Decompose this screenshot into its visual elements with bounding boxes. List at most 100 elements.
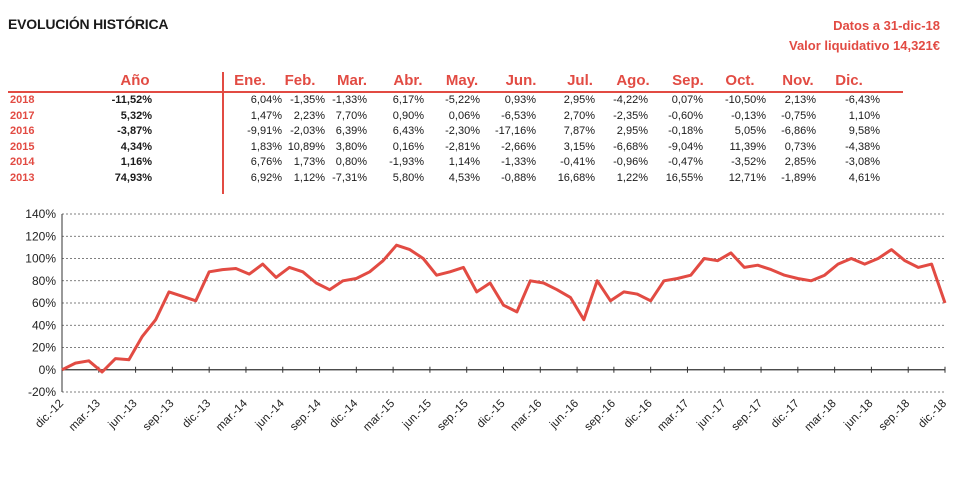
col-header: Sep. — [672, 72, 704, 89]
monthly-return: -4,38% — [845, 140, 880, 153]
monthly-return: 1,14% — [448, 156, 480, 168]
row-year: 2014 — [10, 156, 35, 168]
x-tick-label: mar.-17 — [656, 398, 692, 434]
monthly-return: 1,12% — [293, 171, 325, 184]
monthly-return: 6,04% — [250, 94, 282, 106]
x-tick-label: mar.-15 — [361, 398, 397, 434]
monthly-return: -0,47% — [668, 156, 703, 168]
monthly-return: 1,73% — [293, 156, 325, 168]
monthly-return: -10,50% — [725, 94, 766, 106]
monthly-return: 3,15% — [563, 140, 595, 153]
monthly-return: -1,33% — [501, 156, 536, 168]
table-row: 2014 1,16% 6,76% 1,73% 0,80% -1,93% 1,14% -1,33… — [8, 155, 903, 171]
row-year: 2013 — [10, 171, 35, 184]
monthly-return: -5,22% — [445, 94, 480, 106]
monthly-return: 2,13% — [784, 94, 816, 106]
monthly-return: 1,47% — [250, 109, 282, 122]
monthly-return: -2,35% — [613, 109, 648, 122]
x-tick-label: dic.-12 — [33, 398, 66, 431]
annual-return: -3,87% — [117, 125, 152, 137]
x-tick-label: dic.-18 — [916, 398, 949, 431]
monthly-return: -0,88% — [501, 171, 536, 184]
monthly-return: -3,52% — [731, 156, 766, 168]
table-row: 2017 5,32% 1,47% 2,23% 7,70% 0,90% 0,06% -6,53%… — [8, 109, 903, 125]
annual-return: 74,93% — [114, 171, 152, 184]
monthly-return: -9,91% — [247, 125, 282, 137]
monthly-return: -6,53% — [501, 109, 536, 122]
monthly-return: 6,92% — [250, 171, 282, 184]
series-line — [61, 243, 947, 374]
monthly-return: -2,66% — [501, 140, 536, 153]
page-title: EVOLUCIÓN HISTÓRICA — [8, 16, 169, 32]
monthly-return: 4,53% — [448, 171, 480, 184]
monthly-return: -1,89% — [781, 171, 816, 184]
y-tick-label: -20% — [28, 385, 56, 399]
monthly-return: 6,43% — [392, 125, 424, 137]
x-tick-label: jun.-16 — [547, 398, 581, 432]
monthly-return: -9,04% — [668, 140, 703, 153]
returns-table-body: 2018 -11,52% 6,04% -1,35% -1,33% 6,17% -5,22% 0… — [0, 93, 963, 186]
row-year: 2016 — [10, 125, 35, 137]
table-row: 2018 -11,52% 6,04% -1,35% -1,33% 6,17% -5,22% 0… — [8, 93, 903, 109]
monthly-return: 2,85% — [784, 156, 816, 168]
x-tick-label: jun.-13 — [106, 398, 140, 432]
col-header: Jun. — [505, 72, 537, 89]
monthly-return: 1,10% — [848, 109, 880, 122]
col-header: Mar. — [336, 72, 368, 89]
x-tick-label: dic.-15 — [475, 398, 508, 431]
y-tick-label: 60% — [32, 296, 56, 310]
monthly-return: -6,43% — [845, 94, 880, 106]
col-header: Año — [120, 72, 150, 89]
monthly-return: -0,60% — [668, 109, 703, 122]
x-tick-label: sep.-17 — [730, 398, 766, 434]
col-header: Feb. — [284, 72, 316, 89]
monthly-return: -1,33% — [332, 94, 367, 106]
x-tick-label: sep.-14 — [288, 397, 324, 433]
monthly-return: 6,76% — [250, 156, 282, 168]
monthly-return: 4,61% — [848, 171, 880, 184]
monthly-return: 0,80% — [335, 156, 367, 168]
monthly-return: -17,16% — [495, 125, 536, 137]
monthly-return: 0,16% — [392, 140, 424, 153]
monthly-return: 0,90% — [392, 109, 424, 122]
monthly-return: 7,87% — [563, 125, 595, 137]
y-tick-label: 140% — [25, 207, 56, 221]
x-tick-label: jun.-18 — [841, 398, 875, 432]
x-tick-label: mar.-14 — [214, 397, 250, 433]
monthly-return: 3,80% — [335, 140, 367, 153]
monthly-return: 1,83% — [250, 140, 282, 153]
monthly-return: 6,39% — [335, 125, 367, 137]
col-header: Oct. — [725, 72, 755, 89]
monthly-return: -2,03% — [290, 125, 325, 137]
monthly-return: 16,55% — [665, 171, 703, 184]
annual-return: 1,16% — [120, 156, 152, 168]
monthly-return: -2,30% — [445, 125, 480, 137]
x-tick-label: mar.-16 — [508, 398, 544, 434]
x-tick-label: dic.-14 — [328, 397, 361, 430]
x-tick-label: sep.-18 — [877, 398, 913, 434]
fund-meta: Datos a 31-dic-18 Valor liquidativo 14,3… — [789, 16, 940, 56]
returns-table-header: Año Ene. Feb. Mar. Abr. May. Jun. Jul. Ago. Sep. O… — [8, 72, 903, 93]
y-tick-label: 0% — [39, 363, 57, 377]
monthly-return: 2,70% — [563, 109, 595, 122]
x-tick-label: sep.-13 — [141, 398, 177, 434]
col-header: May. — [445, 72, 479, 89]
row-year: 2015 — [10, 140, 35, 153]
x-tick-label: jun.-17 — [694, 398, 728, 432]
monthly-return: 2,95% — [563, 94, 595, 106]
col-header: Nov. — [782, 72, 814, 89]
table-separator — [222, 72, 224, 194]
monthly-return: -0,41% — [560, 156, 595, 168]
history-chart: -20%0%20%40%60%80%100%120%140%dic.-12 mar… — [25, 207, 949, 434]
monthly-return: -1,35% — [290, 94, 325, 106]
monthly-return: 0,06% — [448, 109, 480, 122]
y-tick-label: 40% — [32, 318, 56, 332]
nav-value: Valor liquidativo 14,321€ — [788, 38, 940, 53]
monthly-return: -3,08% — [845, 156, 880, 168]
monthly-return: -0,75% — [781, 109, 816, 122]
x-tick-label: dic.-16 — [622, 398, 655, 431]
annual-return: -11,52% — [111, 94, 152, 106]
x-tick-label: jun.-15 — [400, 398, 434, 432]
monthly-return: 0,73% — [784, 140, 816, 153]
monthly-return: -4,22% — [613, 94, 648, 106]
